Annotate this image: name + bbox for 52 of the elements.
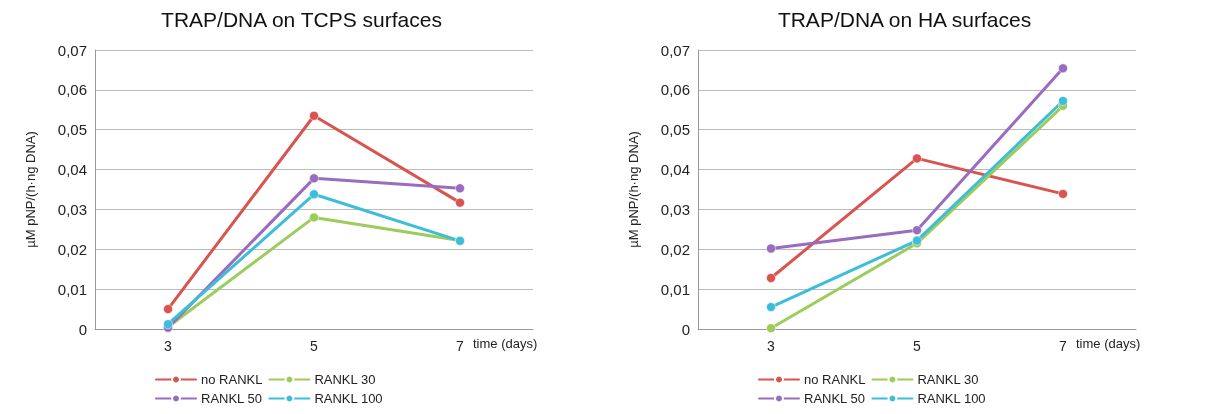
legend-label: RANKL 30 [917,372,979,387]
x-axis-title: time (days) [1076,336,1141,351]
point [309,173,319,184]
y-tick-label: 0,01 [57,280,87,298]
legend-label: RANKL 100 [917,391,986,406]
legend-label: RANKL 30 [314,372,376,387]
y-tick-label: 0,03 [660,200,690,218]
legend-label: no RANKL [804,372,866,387]
point [766,302,776,312]
y-tick-label: 0 [681,320,690,338]
legend-label: RANKL 50 [804,391,865,406]
y-axis-title: µM pNP/(h·ng DNA) [626,131,641,248]
point [455,183,465,194]
legend-label: RANKL 50 [201,391,262,406]
x-tick-label: 3 [767,338,776,354]
legend-label: RANKL 100 [314,391,383,406]
y-tick-label: 0 [78,320,87,338]
y-tick-label: 0,06 [660,81,690,99]
point [912,153,922,164]
y-tick-label: 0,03 [57,200,87,218]
y-axis-title: µM pNP/(h·ng DNA) [23,131,38,248]
x-axis-title: time (days) [473,336,538,351]
point [1058,63,1068,74]
y-tick-label: 0,07 [660,41,690,59]
x-tick-label: 7 [1059,338,1068,354]
x-tick-label: 5 [913,338,922,354]
point [309,111,319,121]
chart-title: TRAP/DNA on TCPS surfaces [161,8,442,31]
chart-title: TRAP/DNA on HA surfaces [777,8,1032,31]
y-tick-label: 0,05 [57,121,87,139]
y-tick-label: 0,02 [660,240,690,258]
point [163,304,173,314]
point [1058,189,1068,199]
point [1058,96,1068,106]
x-tick-label: 7 [456,338,465,354]
point [766,273,776,283]
y-tick-label: 0,04 [57,161,87,179]
point [455,197,465,208]
point [766,243,776,254]
y-tick-label: 0,07 [57,41,87,59]
point [912,225,922,235]
point [766,323,776,333]
y-tick-label: 0,02 [57,240,87,258]
point [309,189,319,200]
x-tick-label: 3 [164,338,173,354]
legend-label: no RANKL [201,372,263,387]
y-tick-label: 0,01 [660,280,690,298]
y-tick-label: 0,05 [660,121,690,139]
y-tick-label: 0,04 [660,161,690,179]
point [309,212,319,223]
x-tick-label: 5 [310,338,319,354]
y-tick-label: 0,06 [57,81,87,99]
